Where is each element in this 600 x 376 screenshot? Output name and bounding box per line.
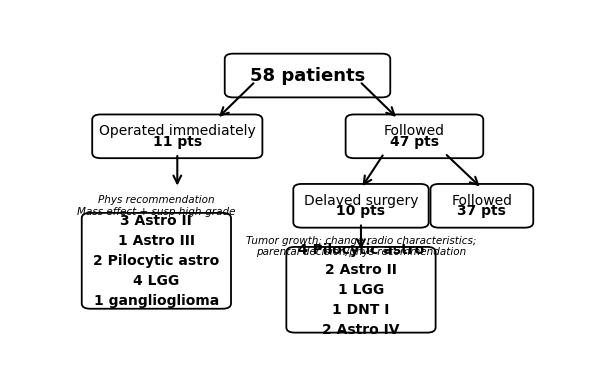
Text: 10 pts: 10 pts — [337, 205, 385, 218]
FancyBboxPatch shape — [430, 184, 533, 227]
Text: Followed: Followed — [384, 124, 445, 138]
FancyBboxPatch shape — [346, 114, 483, 158]
FancyBboxPatch shape — [293, 184, 428, 227]
FancyBboxPatch shape — [92, 114, 262, 158]
FancyBboxPatch shape — [82, 213, 231, 309]
FancyBboxPatch shape — [225, 54, 390, 97]
Text: 11 pts: 11 pts — [153, 135, 202, 149]
Text: Operated immediately: Operated immediately — [99, 124, 256, 138]
Text: 3 Astro II
1 Astro III
2 Pilocytic astro
4 LGG
1 ganglioglioma: 3 Astro II 1 Astro III 2 Pilocytic astro… — [93, 214, 220, 308]
Text: Followed: Followed — [451, 194, 512, 208]
Text: 4 Pilocytic astro
2 Astro II
1 LGG
1 DNT I
2 Astro IV: 4 Pilocytic astro 2 Astro II 1 LGG 1 DNT… — [298, 243, 424, 337]
Text: Tumor growth; change radio characteristics;
parental decision/phys recommendatio: Tumor growth; change radio characteristi… — [246, 235, 476, 257]
Text: 37 pts: 37 pts — [457, 205, 506, 218]
Text: 58 patients: 58 patients — [250, 67, 365, 85]
FancyBboxPatch shape — [286, 247, 436, 333]
Text: Phys recommendation
Mass effect + susp high-grade: Phys recommendation Mass effect + susp h… — [77, 195, 236, 217]
Text: 47 pts: 47 pts — [390, 135, 439, 149]
Text: Delayed surgery: Delayed surgery — [304, 194, 418, 208]
